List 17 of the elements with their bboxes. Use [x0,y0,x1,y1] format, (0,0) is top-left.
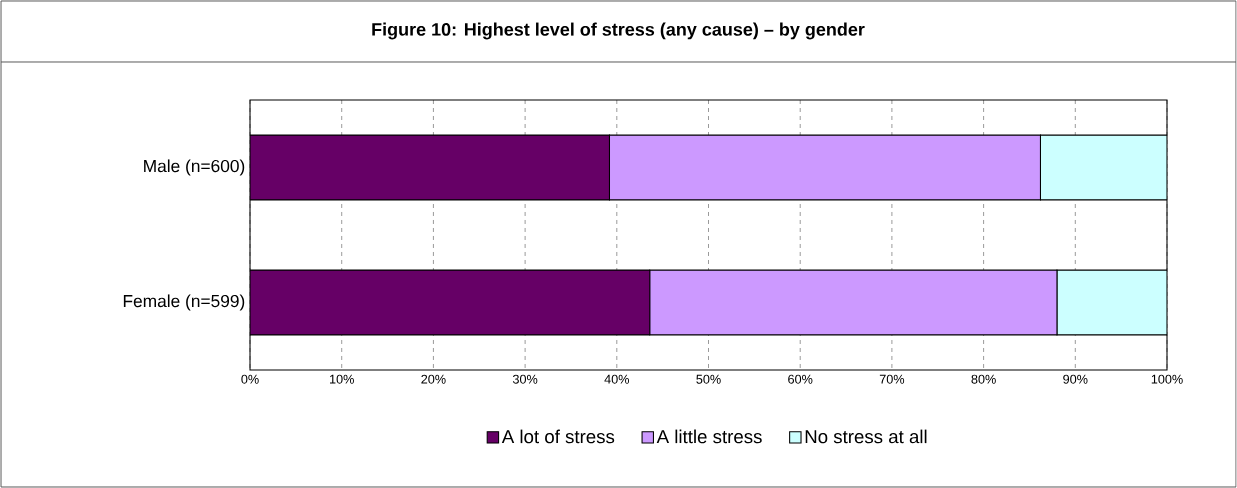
y-tick-label: Male (n=600) [144,159,245,176]
x-tick-label: 70% [879,374,905,384]
x-tick-label: 80% [971,374,996,384]
x-tick-label: 40% [604,374,630,384]
legend-label: A little stress [656,429,762,444]
x-tick-label: 90% [1063,374,1088,384]
x-tick-label: 0% [241,374,259,384]
x-tick-label: 30% [512,374,538,384]
legend-label: A lot of stress [501,429,615,444]
legend-label: No stress at all [805,429,927,444]
chart-title: Figure 10: Highest level of stress (any cause) – by gender [372,22,865,40]
y-tick-label: Female (n=599) [123,294,245,311]
x-tick-label: 100% [1151,374,1183,384]
x-tick-label: 10% [330,374,354,384]
x-tick-label: 50% [696,374,721,384]
x-tick-label: 20% [421,374,446,384]
x-tick-label: 60% [788,374,813,384]
